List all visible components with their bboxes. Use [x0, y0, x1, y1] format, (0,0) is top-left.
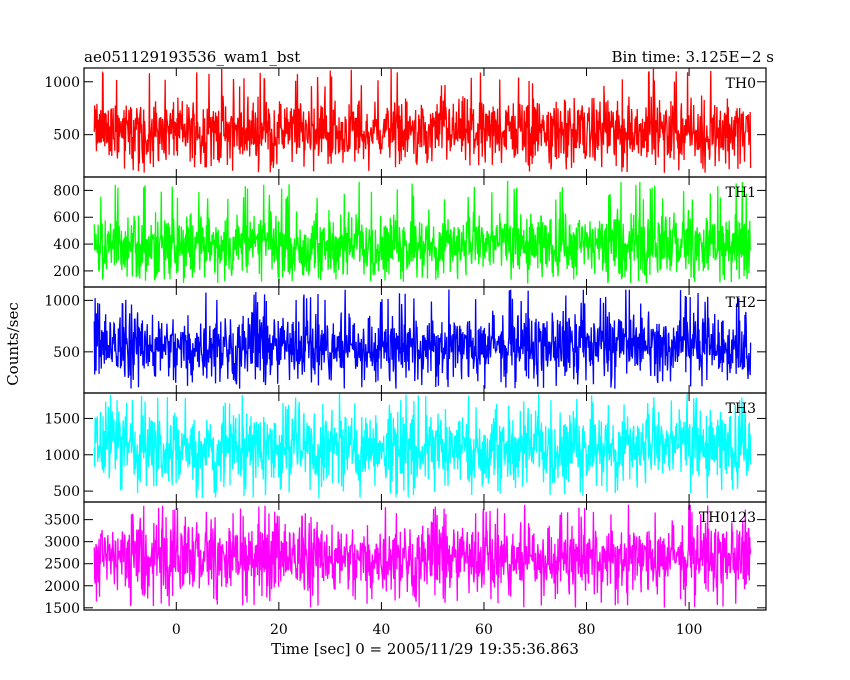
panel-label-th2: TH2 — [726, 295, 756, 311]
panel-label-th3: TH3 — [726, 401, 756, 417]
y-tick-label: 500 — [53, 128, 80, 144]
panel-label-th0: TH0 — [726, 76, 756, 92]
y-tick-label: 3000 — [44, 535, 80, 551]
panels-group: 500 1000 TH0 200 400 600 800 TH1 500 1000 TH2 500 10… — [44, 67, 767, 617]
y-tick-label: 2000 — [44, 579, 80, 595]
y-axis-label: Counts/sec — [4, 302, 22, 386]
x-axis-label: Time [sec] 0 = 2005/11/29 19:35:36.863 — [271, 640, 579, 658]
x-tick-label: 0 — [172, 622, 181, 638]
panel-th2: 500 1000 TH2 — [44, 286, 767, 394]
panel-frame — [83, 501, 767, 611]
y-tick-label: 1500 — [44, 411, 80, 427]
panel-label-th0123: TH0123 — [699, 510, 756, 526]
y-tick-label: 400 — [53, 237, 80, 253]
series-th1 — [93, 180, 752, 284]
panel-label-th1: TH1 — [726, 185, 756, 201]
x-tick-label: 100 — [676, 622, 703, 638]
y-tick-label: 2500 — [44, 557, 80, 573]
x-tick-label: 60 — [475, 622, 493, 638]
y-tick-label: 200 — [53, 264, 80, 280]
y-tick-label: 500 — [53, 345, 80, 361]
x-axis: 0 20 40 60 80 100 — [172, 622, 703, 638]
y-tick-label: 800 — [53, 183, 80, 199]
panel-th0: 500 1000 TH0 — [44, 67, 767, 178]
y-tick-label: 1000 — [44, 75, 80, 91]
series-th2 — [93, 289, 752, 389]
series-th3 — [93, 393, 752, 499]
panel-th3: 500 1000 1500 TH3 — [44, 392, 767, 503]
series-th0 — [93, 68, 752, 173]
y-tick-label: 3500 — [44, 513, 80, 529]
y-tick-label: 1000 — [44, 293, 80, 309]
series-th0123 — [93, 504, 752, 608]
y-tick-label: 500 — [53, 484, 80, 500]
chart-title: ae051129193536_wam1_bst — [84, 48, 300, 66]
panel-th0123: 1500 2000 2500 3000 3500 TH0123 — [44, 501, 767, 617]
x-tick-label: 20 — [270, 622, 288, 638]
x-tick-label: 80 — [578, 622, 596, 638]
y-tick-label: 600 — [53, 210, 80, 226]
y-tick-label: 1500 — [44, 601, 80, 617]
panel-th1: 200 400 600 800 TH1 — [53, 176, 767, 288]
x-tick-label: 40 — [372, 622, 390, 638]
y-tick-label: 1000 — [44, 448, 80, 464]
bin-time-label: Bin time: 3.125E−2 s — [612, 48, 774, 66]
